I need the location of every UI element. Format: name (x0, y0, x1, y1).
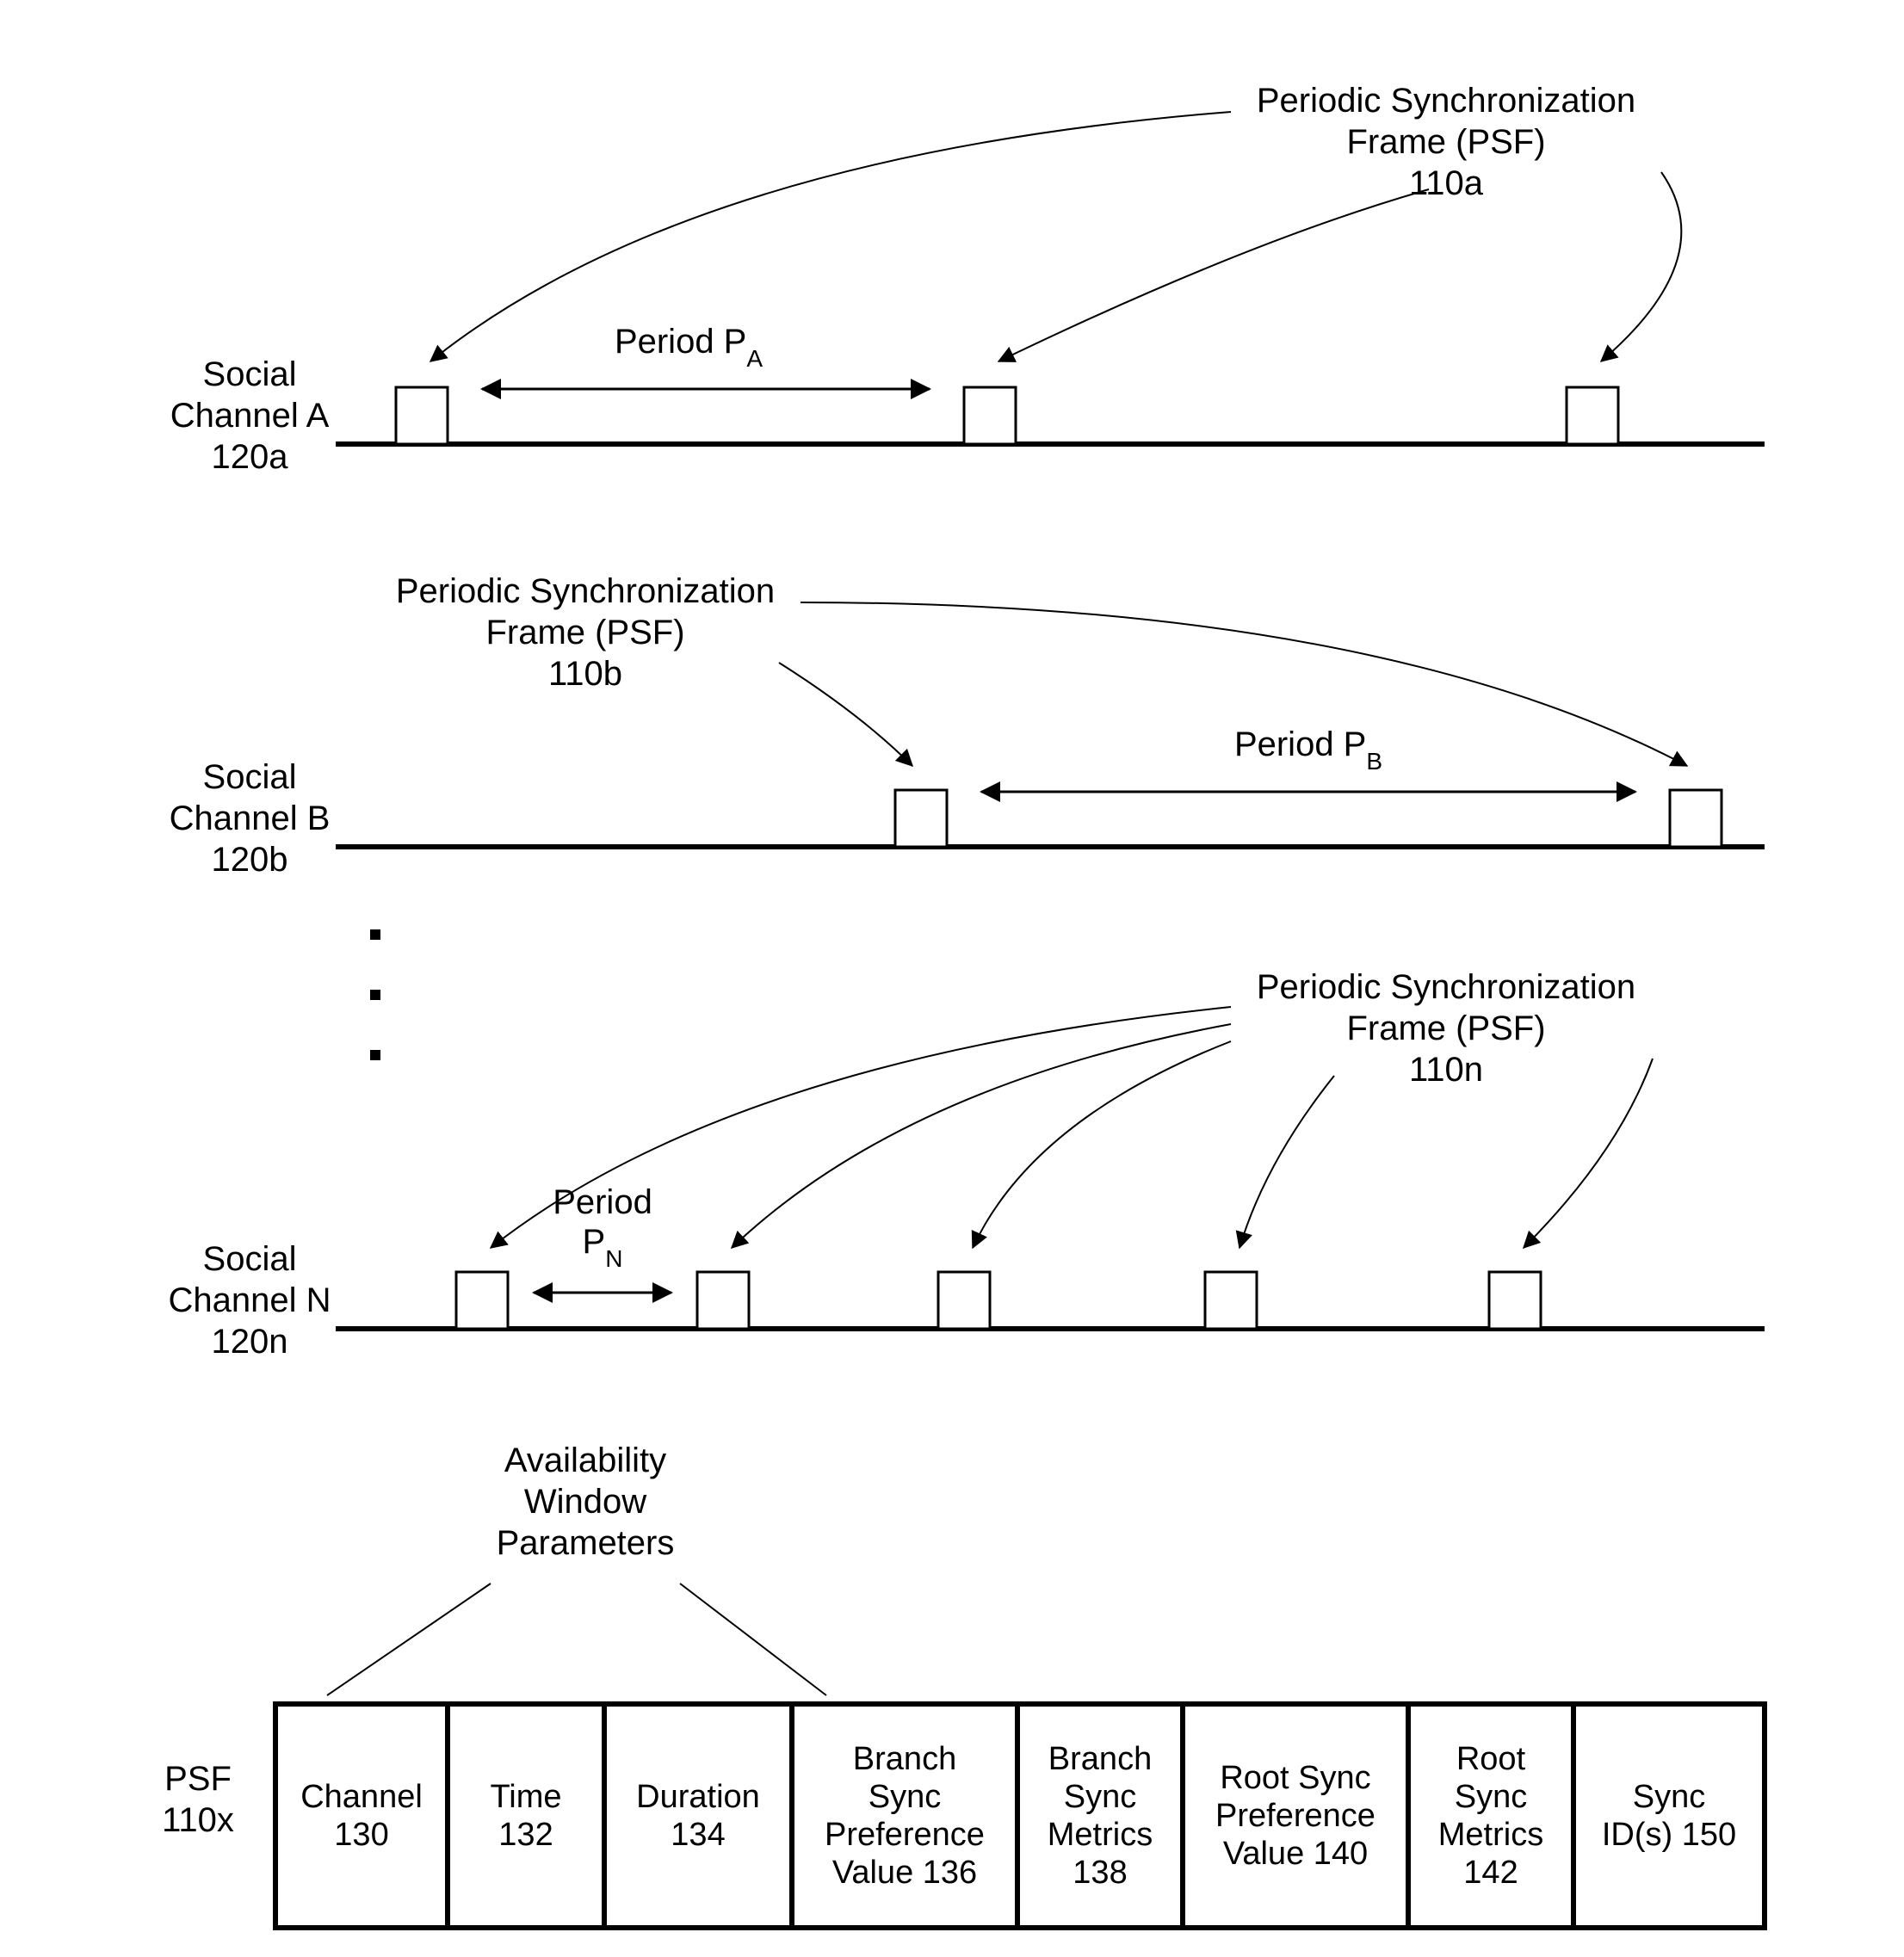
svg-text:Periodic Synchronization: Periodic Synchronization (396, 572, 775, 610)
svg-text:Social: Social (203, 758, 297, 796)
psf-cell-6-line-1: Sync (1455, 1779, 1527, 1815)
ellipsis-dot-2 (370, 1050, 380, 1060)
svg-text:110x: 110x (162, 1801, 234, 1839)
psf-cell-3-line-2: Preference (825, 1817, 985, 1853)
psf-cell-4-line-0: Branch (1048, 1741, 1152, 1777)
psf-cell-4-line-3: 138 (1073, 1855, 1127, 1891)
psf-cell-1-line-1: 132 (498, 1817, 553, 1853)
psf-cell-6-line-3: 142 (1463, 1855, 1518, 1891)
svg-text:120b: 120b (212, 841, 288, 879)
psf-cell-7-line-1: ID(s) 150 (1602, 1817, 1736, 1853)
svg-text:Frame (PSF): Frame (PSF) (1346, 123, 1545, 161)
svg-text:Channel A: Channel A (170, 397, 330, 435)
channel-N-psf-4 (1489, 1272, 1541, 1329)
svg-text:PSF: PSF (164, 1760, 232, 1798)
channel-N-psf-2 (938, 1272, 990, 1329)
psf-cell-3-line-0: Branch (853, 1741, 956, 1777)
svg-text:Frame (PSF): Frame (PSF) (1346, 1009, 1545, 1047)
channel-N-psf-0 (456, 1272, 508, 1329)
svg-text:110a: 110a (1409, 164, 1484, 202)
psf-cell-5-line-1: Preference (1215, 1798, 1375, 1834)
psf-cell-5-line-2: Value 140 (1223, 1836, 1368, 1872)
svg-text:Social: Social (203, 1240, 297, 1278)
channel-B-psf-0 (895, 790, 947, 847)
svg-text:Periodic Synchronization: Periodic Synchronization (1257, 82, 1635, 120)
psf-cell-2-line-0: Duration (636, 1779, 760, 1815)
channel-A-psf-0 (396, 387, 448, 444)
psf-cell-1-line-0: Time (490, 1779, 561, 1815)
ellipsis-dot-0 (370, 929, 380, 940)
svg-text:Window: Window (524, 1483, 646, 1521)
svg-text:Channel B: Channel B (170, 799, 331, 837)
svg-text:Parameters: Parameters (497, 1524, 675, 1562)
svg-text:110b: 110b (548, 655, 622, 693)
channel-N-psf-1 (697, 1272, 749, 1329)
psf-cell-3-line-1: Sync (869, 1779, 941, 1815)
svg-text:120n: 120n (212, 1323, 288, 1361)
svg-text:110n: 110n (1409, 1051, 1483, 1089)
channel-A-psf-2 (1567, 387, 1618, 444)
psf-cell-6-line-2: Metrics (1438, 1817, 1543, 1853)
psf-cell-4-line-2: Metrics (1048, 1817, 1153, 1853)
psf-cell-0-line-1: 130 (334, 1817, 388, 1853)
psf-cell-3-line-3: Value 136 (832, 1855, 977, 1891)
svg-text:Availability: Availability (504, 1442, 666, 1479)
svg-text:Social: Social (203, 355, 297, 393)
svg-text:Frame (PSF): Frame (PSF) (485, 614, 684, 651)
svg-text:120a: 120a (212, 438, 289, 476)
psf-cell-2-line-1: 134 (671, 1817, 725, 1853)
psf-cell-4-line-1: Sync (1064, 1779, 1136, 1815)
psf-cell-7-line-0: Sync (1633, 1779, 1705, 1815)
period-label: Period (553, 1183, 652, 1221)
svg-text:Periodic Synchronization: Periodic Synchronization (1257, 968, 1635, 1006)
psf-cell-0-line-0: Channel (300, 1779, 423, 1815)
psf-cell-5-line-0: Root Sync (1220, 1760, 1370, 1796)
channel-B-psf-1 (1670, 790, 1722, 847)
channel-A-psf-1 (964, 387, 1016, 444)
svg-text:Channel N: Channel N (168, 1281, 331, 1319)
psf-cell-6-line-0: Root (1456, 1741, 1526, 1777)
channel-N-psf-3 (1205, 1272, 1257, 1329)
ellipsis-dot-1 (370, 990, 380, 1000)
